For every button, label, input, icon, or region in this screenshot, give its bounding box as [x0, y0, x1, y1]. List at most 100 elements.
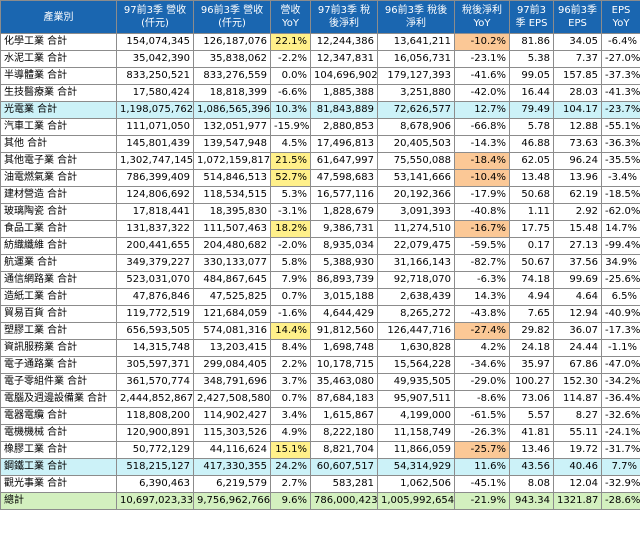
- cell-industry-name: 總計: [0, 492, 117, 510]
- cell-revenue-96: 1,086,565,396: [193, 101, 271, 119]
- cell-revenue-yoy: 3.7%: [270, 373, 311, 391]
- cell-net-profit-97: 87,684,183: [310, 390, 378, 408]
- cell-revenue-96: 484,867,645: [193, 271, 271, 289]
- cell-net-profit-97: 61,647,997: [310, 152, 378, 170]
- cell-eps-97: 29.82: [509, 322, 554, 340]
- header-row: 產業別 97前3季 營收(仟元) 96前3季 營收(仟元) 營收 YoY 97前…: [0, 0, 640, 34]
- cell-net-profit-yoy: -8.6%: [454, 390, 510, 408]
- cell-net-profit-97: 17,496,813: [310, 135, 378, 153]
- cell-net-profit-97: 104,696,902: [310, 67, 378, 85]
- cell-revenue-97: 145,801,439: [116, 135, 194, 153]
- cell-revenue-yoy: 2.7%: [270, 475, 311, 493]
- industry-earnings-table: 產業別 97前3季 營收(仟元) 96前3季 營收(仟元) 營收 YoY 97前…: [0, 0, 640, 510]
- cell-net-profit-yoy: -23.1%: [454, 50, 510, 68]
- cell-net-profit-yoy: -26.3%: [454, 424, 510, 442]
- cell-revenue-97: 17,818,441: [116, 203, 194, 221]
- cell-net-profit-96: 8,265,272: [377, 305, 455, 323]
- cell-eps-96: 73.63: [553, 135, 602, 153]
- cell-net-profit-yoy: -43.8%: [454, 305, 510, 323]
- cell-net-profit-yoy: -34.6%: [454, 356, 510, 374]
- cell-net-profit-96: 54,314,929: [377, 458, 455, 476]
- cell-net-profit-96: 179,127,393: [377, 67, 455, 85]
- cell-eps-yoy: -31.7%: [601, 441, 640, 459]
- cell-eps-97: 4.94: [509, 288, 554, 306]
- cell-revenue-96: 6,219,579: [193, 475, 271, 493]
- cell-net-profit-yoy: -29.0%: [454, 373, 510, 391]
- cell-eps-97: 13.46: [509, 441, 554, 459]
- cell-eps-yoy: -1.1%: [601, 339, 640, 357]
- cell-eps-97: 46.88: [509, 135, 554, 153]
- cell-eps-97: 7.65: [509, 305, 554, 323]
- cell-eps-yoy: -32.9%: [601, 475, 640, 493]
- cell-net-profit-yoy: -61.5%: [454, 407, 510, 425]
- cell-revenue-yoy: -15.9%: [270, 118, 311, 136]
- cell-revenue-yoy: 8.4%: [270, 339, 311, 357]
- cell-revenue-97: 349,379,227: [116, 254, 194, 272]
- cell-eps-96: 13.96: [553, 169, 602, 187]
- cell-revenue-yoy: 22.1%: [270, 33, 311, 51]
- cell-revenue-96: 139,547,948: [193, 135, 271, 153]
- table-row: 玻璃陶瓷 合計 17,818,441 18,395,830 -3.1% 1,828,67…: [0, 203, 640, 221]
- cell-eps-96: 28.03: [553, 84, 602, 102]
- cell-net-profit-96: 4,199,000: [377, 407, 455, 425]
- cell-eps-97: 5.57: [509, 407, 554, 425]
- cell-industry-name: 觀光事業 合計: [0, 475, 117, 493]
- table-row: 觀光事業 合計 6,390,463 6,219,579 2.7% 583,281 1,06…: [0, 475, 640, 493]
- cell-net-profit-97: 47,598,683: [310, 169, 378, 187]
- cell-eps-97: 100.27: [509, 373, 554, 391]
- cell-eps-96: 2.92: [553, 203, 602, 221]
- cell-net-profit-yoy: -45.1%: [454, 475, 510, 493]
- cell-net-profit-yoy: -18.4%: [454, 152, 510, 170]
- cell-net-profit-97: 81,843,889: [310, 101, 378, 119]
- cell-eps-yoy: -3.4%: [601, 169, 640, 187]
- cell-eps-yoy: -37.3%: [601, 67, 640, 85]
- table-row: 造紙工業 合計 47,876,846 47,525,825 0.7% 3,015,188…: [0, 288, 640, 306]
- cell-revenue-97: 14,315,748: [116, 339, 194, 357]
- cell-net-profit-yoy: 4.2%: [454, 339, 510, 357]
- cell-net-profit-96: 11,866,059: [377, 441, 455, 459]
- cell-eps-yoy: -32.6%: [601, 407, 640, 425]
- cell-revenue-96: 126,187,076: [193, 33, 271, 51]
- cell-industry-name: 其他電子業 合計: [0, 152, 117, 170]
- cell-revenue-96: 348,791,696: [193, 373, 271, 391]
- cell-net-profit-96: 16,056,731: [377, 50, 455, 68]
- cell-eps-96: 4.64: [553, 288, 602, 306]
- cell-industry-name: 鋼鐵工業 合計: [0, 458, 117, 476]
- cell-revenue-97: 305,597,371: [116, 356, 194, 374]
- cell-eps-96: 67.86: [553, 356, 602, 374]
- cell-eps-97: 35.97: [509, 356, 554, 374]
- cell-industry-name: 航運業 合計: [0, 254, 117, 272]
- cell-net-profit-96: 3,091,393: [377, 203, 455, 221]
- table-row: 油電燃氣業 合計 786,399,409 514,846,513 52.7% 47,59…: [0, 169, 640, 187]
- cell-eps-yoy: -99.4%: [601, 237, 640, 255]
- cell-eps-97: 5.78: [509, 118, 554, 136]
- header-revenue-yoy: 營收 YoY: [270, 0, 311, 34]
- cell-revenue-96: 115,303,526: [193, 424, 271, 442]
- cell-eps-97: 1.11: [509, 203, 554, 221]
- cell-revenue-yoy: -2.2%: [270, 50, 311, 68]
- header-eps-yoy: EPS YoY: [601, 0, 640, 34]
- table-row: 電子通路業 合計 305,597,371 299,084,405 2.2% 10,178…: [0, 356, 640, 374]
- cell-net-profit-yoy: -82.7%: [454, 254, 510, 272]
- cell-net-profit-97: 12,347,831: [310, 50, 378, 68]
- cell-net-profit-96: 20,405,503: [377, 135, 455, 153]
- cell-eps-yoy: -36.4%: [601, 390, 640, 408]
- table-row: 其他電子業 合計 1,302,747,145 1,072,159,817 21.5% 6…: [0, 152, 640, 170]
- cell-net-profit-97: 10,178,715: [310, 356, 378, 374]
- cell-revenue-97: 200,441,655: [116, 237, 194, 255]
- header-eps-97: 97前3季 EPS: [509, 0, 554, 34]
- cell-net-profit-97: 91,812,560: [310, 322, 378, 340]
- table-row: 航運業 合計 349,379,227 330,133,077 5.8% 5,388,93…: [0, 254, 640, 272]
- cell-net-profit-96: 75,550,088: [377, 152, 455, 170]
- cell-net-profit-yoy: -25.7%: [454, 441, 510, 459]
- cell-net-profit-96: 20,192,366: [377, 186, 455, 204]
- cell-industry-name: 電子零組件業 合計: [0, 373, 117, 391]
- cell-revenue-96: 514,846,513: [193, 169, 271, 187]
- cell-revenue-97: 111,071,050: [116, 118, 194, 136]
- cell-eps-96: 152.30: [553, 373, 602, 391]
- cell-revenue-yoy: 2.2%: [270, 356, 311, 374]
- cell-revenue-97: 120,900,891: [116, 424, 194, 442]
- cell-revenue-97: 1,198,075,762: [116, 101, 194, 119]
- cell-eps-96: 8.27: [553, 407, 602, 425]
- cell-eps-yoy: -17.3%: [601, 322, 640, 340]
